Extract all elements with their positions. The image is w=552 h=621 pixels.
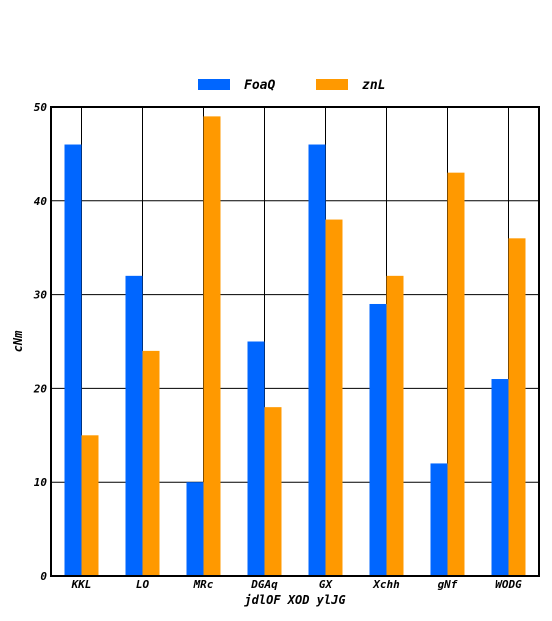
bar-FoaQ-gNf bbox=[430, 463, 448, 576]
gridlines bbox=[51, 106, 539, 577]
x-tick-label: KKL bbox=[71, 578, 92, 591]
bars bbox=[64, 116, 526, 576]
x-tick-label: WODG bbox=[495, 578, 522, 591]
bar-znL-gNf bbox=[447, 172, 465, 576]
y-tick-label: 20 bbox=[33, 382, 48, 395]
bar-znL-Xchh bbox=[386, 275, 404, 576]
y-axis-label: cNm bbox=[11, 330, 25, 352]
bar-FoaQ-WODG bbox=[491, 379, 509, 576]
x-tick-label: LO bbox=[136, 578, 150, 591]
bar-znL-DGAq bbox=[264, 407, 282, 576]
plot-frame bbox=[50, 106, 540, 577]
y-tick-label: 30 bbox=[33, 289, 48, 302]
legend-swatch-FoaQ bbox=[198, 79, 230, 90]
x-axis-ticks: KKL LO MRc DGAq GX Xchh gNf WODG bbox=[71, 578, 523, 591]
legend: FoaQ znL bbox=[198, 78, 385, 93]
bar-FoaQ-MRc bbox=[186, 482, 204, 576]
bar-znL-KKL bbox=[81, 435, 99, 576]
legend-swatch-znL bbox=[316, 79, 348, 90]
x-tick-label: gNf bbox=[438, 578, 458, 591]
bar-FoaQ-LO bbox=[125, 275, 143, 576]
y-tick-label: 50 bbox=[34, 101, 48, 114]
x-tick-label: MRc bbox=[193, 578, 214, 591]
y-tick-label: 40 bbox=[34, 195, 48, 208]
bar-FoaQ-GX bbox=[308, 144, 326, 576]
x-tick-label: GX bbox=[319, 578, 334, 591]
legend-label-znL: znL bbox=[362, 78, 385, 93]
bar-FoaQ-KKL bbox=[64, 144, 82, 576]
bar-FoaQ-DGAq bbox=[247, 341, 265, 576]
legend-label-FoaQ: FoaQ bbox=[244, 78, 275, 93]
y-tick-label: 0 bbox=[40, 570, 47, 583]
x-axis-label: jdlOF XOD ylJG bbox=[243, 593, 345, 607]
y-axis-ticks: 0 10 20 30 40 50 bbox=[33, 101, 48, 583]
x-tick-label: DGAq bbox=[250, 578, 278, 591]
bar-znL-GX bbox=[325, 219, 343, 576]
bar-znL-WODG bbox=[508, 238, 526, 576]
x-tick-label: Xchh bbox=[372, 578, 400, 591]
bar-znL-MRc bbox=[203, 116, 221, 576]
bar-znL-LO bbox=[142, 350, 160, 576]
y-tick-label: 10 bbox=[34, 476, 48, 489]
bar-FoaQ-Xchh bbox=[369, 303, 387, 576]
